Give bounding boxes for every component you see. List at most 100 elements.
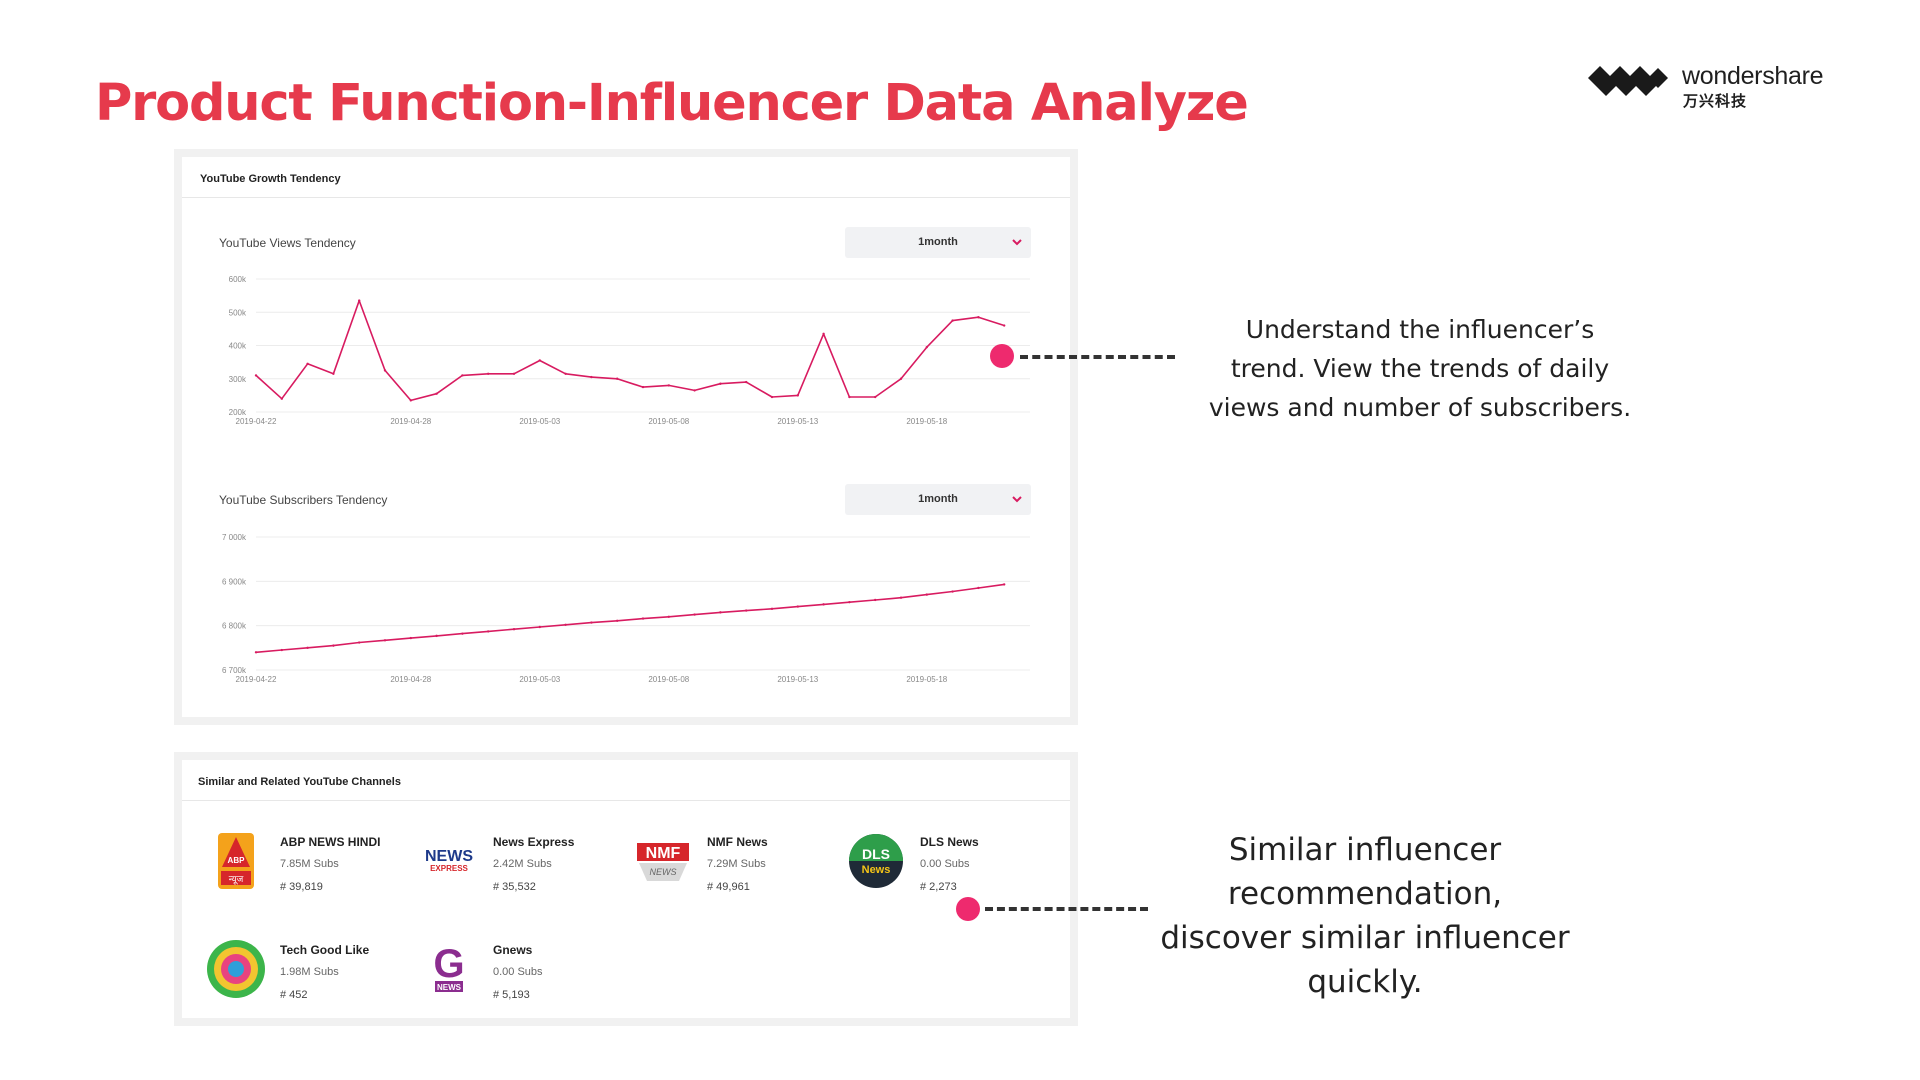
- channel-card[interactable]: Tech Good Like 1.98M Subs # 452: [204, 937, 414, 1017]
- views-y-tick-label: 600k: [229, 275, 247, 284]
- subs-data-point: [745, 609, 748, 612]
- subscribers-period-dropdown[interactable]: 1month: [845, 484, 1031, 515]
- views-data-point: [848, 395, 851, 399]
- svg-text:NEWS: NEWS: [437, 983, 462, 992]
- views-data-point: [1003, 324, 1006, 327]
- views-data-point: [745, 380, 748, 384]
- views-data-point: [899, 377, 903, 380]
- subs-data-point: [590, 621, 593, 624]
- channel-card[interactable]: NMF NEWS NMF News 7.29M Subs # 49,961: [631, 829, 841, 909]
- channel-name: Tech Good Like: [280, 943, 370, 957]
- svg-text:EXPRESS: EXPRESS: [430, 864, 468, 873]
- views-data-point: [487, 372, 490, 375]
- trend-callout-dot: [990, 344, 1014, 368]
- channel-rank: # 2,273: [920, 881, 957, 893]
- channel-name: NMF News: [707, 835, 768, 849]
- subs-x-tick-label: 2019-04-28: [390, 675, 431, 684]
- svg-text:NEWS: NEWS: [650, 867, 677, 877]
- callout-line: trend. View the trends of daily: [1230, 354, 1610, 383]
- views-y-tick-label: 300k: [229, 375, 247, 384]
- views-data-point: [874, 395, 877, 399]
- views-data-point: [461, 374, 464, 377]
- subs-x-tick-label: 2019-05-08: [648, 675, 689, 684]
- similar-callout-text: Similar influencer recommendation, disco…: [1150, 828, 1580, 1004]
- similar-channels-panel: Similar and Related YouTube Channels ABP…: [174, 752, 1078, 1026]
- views-chart-title: YouTube Views Tendency: [219, 236, 356, 250]
- svg-text:ABP: ABP: [228, 856, 246, 865]
- similar-callout-dot: [956, 897, 980, 921]
- views-data-point: [719, 382, 722, 385]
- views-data-point: [822, 332, 825, 336]
- views-data-point: [332, 372, 335, 375]
- subs-data-point: [564, 623, 567, 626]
- svg-text:G: G: [433, 942, 464, 986]
- views-y-tick-label: 400k: [229, 342, 247, 351]
- callout-line: recommendation,: [1227, 876, 1503, 912]
- subs-data-point: [874, 598, 877, 602]
- callout-line: Similar influencer: [1228, 832, 1502, 868]
- views-chart: 200k 300k 400k 500k 600k 2019-04-22 2019-04-28…: [229, 275, 1030, 426]
- views-x-tick-label: 2019-04-28: [390, 417, 431, 426]
- subs-y-tick-label: 6 700k: [222, 666, 247, 675]
- growth-panel: YouTube Growth Tendency YouTube Views Te…: [174, 149, 1078, 725]
- views-period-value: 1month: [918, 236, 958, 248]
- brand-subtitle: 万兴科技: [1683, 93, 1748, 110]
- callout-line: quickly.: [1307, 964, 1423, 1000]
- subs-data-point: [538, 625, 541, 629]
- subs-data-point: [719, 611, 722, 614]
- channel-subs: 7.29M Subs: [707, 858, 766, 870]
- subs-x-tick-label: 2019-05-18: [906, 675, 947, 684]
- subs-data-point: [435, 634, 438, 638]
- views-data-point: [254, 374, 258, 377]
- views-x-tick-label: 2019-05-18: [906, 417, 947, 426]
- subs-x-tick-label: 2019-05-03: [519, 675, 560, 684]
- abp-news-logo-icon: ABP न्यूज: [218, 833, 254, 889]
- views-data-point: [280, 397, 283, 400]
- slide-title: Product Function-Influencer Data Analyze: [95, 74, 1249, 133]
- tech-good-like-logo-icon: [207, 940, 265, 998]
- chevron-down-icon: [1012, 496, 1022, 503]
- news-express-logo-icon: NEWS EXPRESS: [425, 848, 473, 873]
- similar-callout-connector: [985, 907, 1148, 911]
- views-data-point: [693, 389, 696, 392]
- channel-card[interactable]: NEWS EXPRESS News Express 2.42M Subs # 3…: [417, 829, 627, 909]
- subs-data-point: [977, 586, 980, 590]
- channel-rank: # 35,532: [493, 881, 536, 893]
- subs-data-point: [306, 646, 309, 650]
- subs-data-point: [487, 630, 490, 633]
- subs-x-tick-label: 2019-04-22: [236, 675, 277, 684]
- channel-card[interactable]: DLS News DLS News 0.00 Subs # 2,273: [844, 829, 1054, 909]
- subs-y-tick-label: 6 800k: [222, 622, 247, 631]
- wondershare-mark-icon: [1588, 66, 1668, 96]
- channel-name: DLS News: [920, 835, 979, 849]
- wondershare-logo: wondershare 万兴科技: [1588, 62, 1848, 112]
- subs-data-point: [409, 636, 412, 640]
- nmf-news-logo-icon: NMF NEWS: [637, 843, 689, 881]
- views-data-point: [667, 384, 670, 387]
- svg-text:NEWS: NEWS: [425, 848, 473, 865]
- channel-name: Gnews: [493, 943, 533, 957]
- subs-data-point: [512, 628, 516, 631]
- views-data-point: [977, 316, 980, 319]
- subs-data-point: [667, 615, 670, 618]
- views-x-tick-label: 2019-05-13: [777, 417, 818, 426]
- subs-data-point: [848, 600, 851, 604]
- views-data-point: [641, 385, 645, 389]
- subs-y-tick-label: 6 900k: [222, 577, 247, 586]
- channel-card[interactable]: ABP न्यूज ABP NEWS HINDI 7.85M Subs # 39…: [204, 829, 414, 909]
- views-period-dropdown[interactable]: 1month: [845, 227, 1031, 258]
- views-x-tick-label: 2019-04-22: [236, 417, 277, 426]
- channel-card[interactable]: G NEWS Gnews 0.00 Subs # 5,193: [417, 937, 627, 1017]
- subs-data-point: [641, 617, 645, 620]
- views-data-point: [306, 362, 309, 365]
- subs-data-point: [822, 603, 825, 606]
- views-data-point: [409, 399, 412, 402]
- views-data-point: [770, 395, 774, 399]
- channel-rank: # 452: [280, 989, 308, 1001]
- channel-subs: 0.00 Subs: [493, 966, 543, 978]
- channel-name: News Express: [493, 835, 575, 849]
- views-data-point: [590, 375, 593, 379]
- callout-line: Understand the influencer’s: [1245, 315, 1595, 344]
- subs-y-tick-label: 7 000k: [222, 533, 247, 542]
- views-data-point: [358, 299, 361, 302]
